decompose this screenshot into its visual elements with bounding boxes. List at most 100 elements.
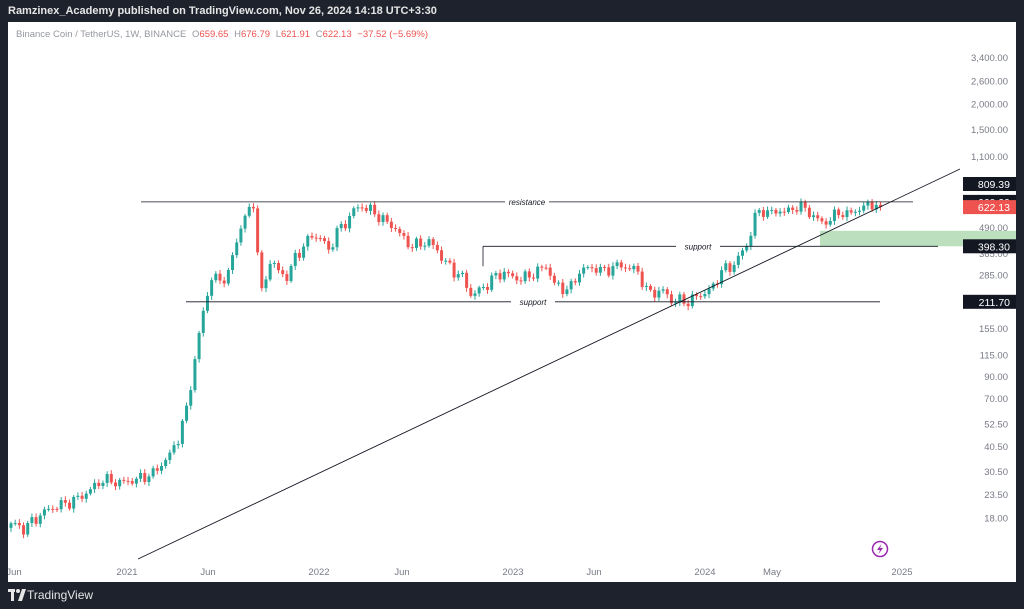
candle-body	[197, 332, 201, 360]
candle-body	[598, 266, 602, 273]
candle-body	[573, 281, 577, 283]
candle-body	[832, 209, 836, 222]
candle-body	[519, 280, 523, 282]
publisher-header: Ramzinex_Academy published on TradingVie…	[0, 0, 1024, 22]
tradingview-logo-icon	[8, 589, 26, 601]
x-tick-label: Jun	[8, 567, 22, 578]
candle-body	[782, 211, 786, 213]
candle-body	[134, 478, 138, 484]
candle-body	[582, 267, 586, 274]
y-tick-label: 1,100.00	[971, 152, 1008, 163]
candle-body	[172, 445, 176, 453]
candle-body	[452, 262, 456, 278]
candle-body	[377, 214, 381, 223]
footer-bar: TradingView	[0, 582, 1024, 609]
candle-body	[678, 294, 682, 303]
candle-body	[394, 227, 398, 229]
candle-body	[264, 279, 268, 289]
candle-body	[435, 244, 439, 251]
candle-body	[339, 223, 343, 229]
candle-body	[766, 210, 770, 217]
candle-body	[26, 523, 30, 535]
candle-body	[586, 267, 590, 269]
candle-body	[552, 275, 556, 283]
candle-body	[13, 523, 17, 525]
candle-body	[176, 443, 180, 446]
candle-body	[456, 274, 460, 278]
candle-body	[498, 273, 502, 280]
candle-body	[406, 235, 410, 248]
candle-body	[247, 206, 251, 216]
x-tick-label: 2024	[694, 567, 715, 578]
candle-body	[858, 210, 862, 212]
candle-layer	[9, 198, 882, 539]
candle-body	[611, 266, 615, 276]
price-label-bg	[963, 177, 1016, 191]
candle-body	[841, 215, 845, 218]
candle-body	[331, 247, 335, 250]
candle-body	[402, 233, 406, 236]
candle-body	[360, 207, 364, 209]
candle-body	[414, 238, 418, 248]
candle-body	[352, 208, 356, 216]
candle-body	[297, 252, 301, 258]
candle-body	[615, 262, 619, 267]
candle-body	[256, 208, 260, 253]
support-low-label: support	[520, 298, 547, 307]
candle-body	[314, 237, 318, 239]
symbol-line: Binance Coin / TetherUS, 1W, BINANCE O65…	[16, 29, 428, 40]
candle-body	[661, 289, 665, 291]
candle-body	[469, 287, 473, 296]
candle-body	[423, 245, 427, 247]
candle-body	[427, 239, 431, 246]
candle-body	[343, 223, 347, 229]
candle-body	[122, 479, 126, 481]
candle-body	[665, 289, 669, 295]
y-tick-label: 18.00	[984, 513, 1008, 524]
candle-body	[385, 215, 389, 222]
candle-body	[126, 480, 130, 482]
lightning-icon[interactable]	[871, 540, 889, 558]
candle-body	[68, 502, 72, 509]
price-label: 211.70	[963, 294, 1016, 309]
change-value: −37.52 (−5.69%)	[357, 29, 428, 40]
support-mid-label: support	[685, 242, 712, 251]
chart-area[interactable]: resistance support support 3,400.00 2,600.0…	[8, 22, 1016, 582]
candle-body	[444, 260, 448, 262]
candle-body	[745, 245, 749, 251]
candle-body	[511, 273, 515, 277]
price-label: 398.30	[963, 239, 1016, 254]
y-tick-label: 365.00	[979, 249, 1008, 260]
candle-body	[356, 207, 360, 209]
candle-body	[653, 289, 657, 298]
candle-body	[277, 263, 281, 271]
candle-body	[268, 263, 272, 280]
candle-body	[398, 228, 402, 234]
candle-body	[76, 495, 80, 497]
tradingview-brand: TradingView	[27, 588, 94, 602]
y-tick-label: 285.00	[979, 271, 1008, 282]
x-tick-label: 2021	[116, 567, 137, 578]
candle-body	[544, 267, 548, 269]
candle-body	[281, 270, 285, 275]
y-tick-label: 90.00	[984, 372, 1008, 383]
x-tick-label: Jun	[394, 567, 409, 578]
candle-body	[732, 264, 736, 272]
candle-body	[143, 472, 147, 482]
candle-body	[389, 221, 393, 228]
candle-body	[690, 294, 694, 307]
y-tick-label: 1,500.00	[971, 125, 1008, 136]
candle-body	[753, 212, 757, 236]
candle-body	[189, 390, 193, 406]
candle-body	[381, 215, 385, 223]
candle-body	[239, 228, 243, 243]
candle-body	[548, 267, 552, 276]
price-chart[interactable]: resistance support support 3,400.00 2,600.0…	[8, 22, 1016, 582]
candle-body	[285, 274, 289, 281]
candle-body	[72, 496, 76, 509]
candle-body	[293, 252, 297, 266]
candle-body	[757, 210, 761, 213]
y-tick-label: 70.00	[984, 394, 1008, 405]
low-value: 621.91	[281, 29, 310, 40]
